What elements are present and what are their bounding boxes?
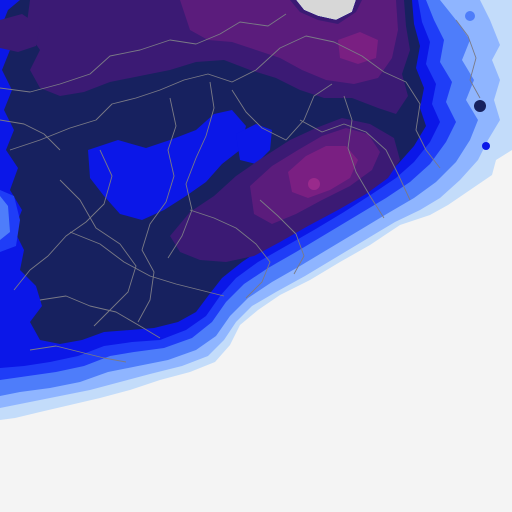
precip-peak [308,178,320,190]
precip-coastal-spot-2 [482,142,490,150]
precip-patch-center [236,124,272,164]
precip-patch-west [88,110,246,220]
precip-band-8-north [180,0,398,84]
precip-coastal-spot-1 [474,100,486,112]
precip-band-7-west [0,14,40,52]
precip-coastal-spot-3 [465,11,475,21]
admin-boundaries [0,13,481,363]
precip-band-9-core [288,146,358,198]
precip-band-9-north [338,32,378,64]
uncovered-land-region [296,0,356,20]
precip-patch-far-west-light [0,196,10,240]
